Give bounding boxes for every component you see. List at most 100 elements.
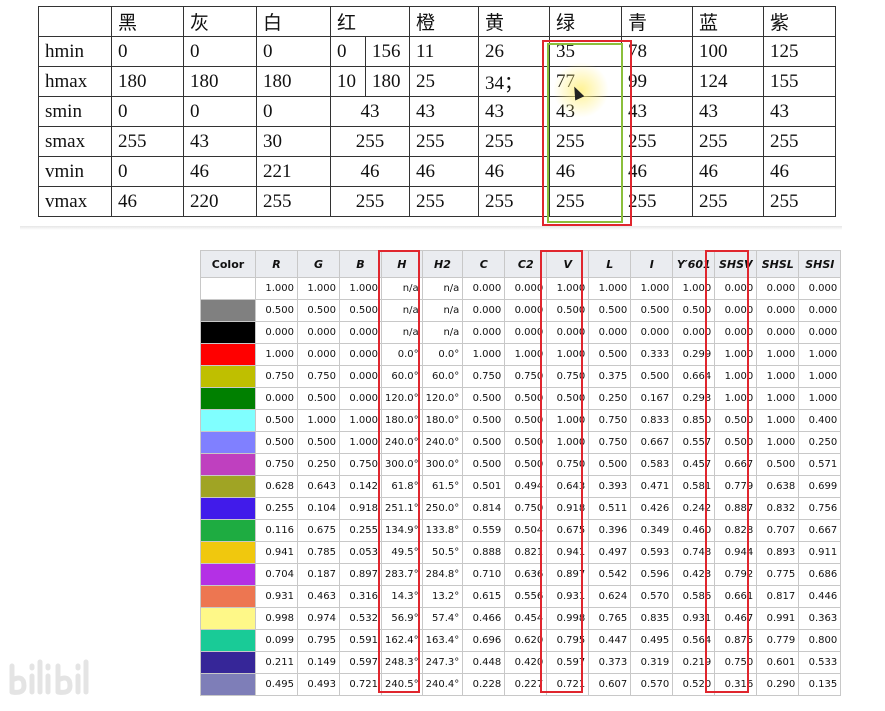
table-cell: 0.850	[672, 409, 716, 432]
table-cell: 0.835	[630, 607, 674, 630]
table-cell: 57.4°	[421, 607, 464, 630]
table-cell: 0.000	[798, 299, 842, 322]
hsv-row-vmax: vmax 46 220 255 255 255 255 255 255 255 …	[38, 186, 836, 217]
table-cell: 0.583	[630, 453, 674, 476]
header-s-hsl: SHSL	[756, 250, 800, 278]
table-cell: 0.570	[630, 673, 674, 696]
table-cell: 1.000	[297, 409, 340, 432]
table-row: 0.116 0.675 0.255 134.9° 133.8° 0.559 0.504 0.6…	[200, 519, 842, 542]
table-cell: 0	[111, 96, 184, 127]
header-white: 白	[256, 6, 331, 37]
table-cell: 0.556	[504, 585, 548, 608]
table-cell: 0.795	[546, 629, 590, 652]
table-cell: 0.500	[255, 299, 298, 322]
header-b: B	[339, 250, 382, 278]
table-cell: 255	[256, 186, 331, 217]
table-cell: 0.832	[756, 497, 800, 520]
table-cell: 0.675	[297, 519, 340, 542]
table-cell: 0.000	[714, 299, 758, 322]
table-cell: 0.457	[672, 453, 716, 476]
table-cell: 1.000	[546, 343, 590, 366]
table-cell: 11	[409, 36, 479, 67]
table-cell: 134.9°	[381, 519, 423, 542]
table-cell: 0.597	[546, 651, 590, 674]
table-cell: 0.116	[255, 519, 298, 542]
hsv-row-vmin: vmin 0 46 221 46 46 46 46 46 46 46	[38, 156, 836, 187]
table-cell: 0.454	[504, 607, 548, 630]
table-cell: 220	[183, 186, 257, 217]
table-row: 0.704 0.187 0.897 283.7° 284.8° 0.710 0.636 0.8…	[200, 563, 842, 586]
table-cell: 0.500	[297, 431, 340, 454]
table-cell: 0.532	[339, 607, 382, 630]
table-cell: 43	[183, 126, 257, 157]
table-cell: n/a	[421, 277, 464, 300]
table-cell: 0.495	[255, 673, 298, 696]
table-cell: 0.998	[546, 607, 590, 630]
table-cell: 0.500	[672, 299, 716, 322]
table-cell: 43	[692, 96, 764, 127]
table-cell: 255	[330, 126, 410, 157]
table-row: 0.500 1.000 1.000 180.0° 180.0° 0.500 0.500 1.0…	[200, 409, 842, 432]
row-label: hmax	[38, 66, 112, 97]
hsv-row-hmin: hmin 0 0 0 0 156 11 26 35 78 100 125	[38, 36, 836, 67]
table-cell: 10	[330, 66, 366, 97]
table-cell: 0.500	[504, 453, 548, 476]
table-cell: 0.500	[462, 453, 506, 476]
color-swatch	[200, 277, 256, 300]
color-swatch	[200, 321, 256, 344]
table-cell: 125	[763, 36, 836, 67]
table-cell: 0.000	[339, 387, 382, 410]
table-cell: 0.974	[297, 607, 340, 630]
table-cell: 255	[549, 186, 622, 217]
table-cell: 133.8°	[421, 519, 464, 542]
table-cell: 0.817	[756, 585, 800, 608]
table-cell: 0.299	[672, 343, 716, 366]
table-cell: 284.8°	[421, 563, 464, 586]
table-cell: 0.931	[546, 585, 590, 608]
table-cell: n/a	[421, 299, 464, 322]
table-cell: 0.800	[798, 629, 842, 652]
table-cell: 0.500	[588, 343, 632, 366]
table-cell: 0.785	[297, 541, 340, 564]
color-swatch	[200, 563, 256, 586]
table-cell: 0.000	[297, 343, 340, 366]
table-cell: 0.293	[672, 387, 716, 410]
table-cell: 124	[692, 66, 764, 97]
table-cell: 1.000	[756, 387, 800, 410]
table-cell: 0.099	[255, 629, 298, 652]
table-cell: 0.991	[756, 607, 800, 630]
table-cell: 155	[763, 66, 836, 97]
header-cyan: 青	[621, 6, 693, 37]
color-swatch	[200, 387, 256, 410]
table-cell: 0.447	[588, 629, 632, 652]
table-cell: 0	[183, 96, 257, 127]
table-cell: 1.000	[672, 277, 716, 300]
table-cell: 0.775	[756, 563, 800, 586]
table-cell: 0.504	[504, 519, 548, 542]
table-cell: 0.500	[588, 453, 632, 476]
table-cell: 0.500	[255, 409, 298, 432]
table-cell: 0.250	[588, 387, 632, 410]
row-label: smax	[38, 126, 112, 157]
table-cell: 61.8°	[381, 475, 423, 498]
table-cell: 0.667	[798, 519, 842, 542]
color-swatch	[200, 519, 256, 542]
table-cell: 0.500	[297, 387, 340, 410]
table-cell: 0.918	[339, 497, 382, 520]
color-swatch	[200, 431, 256, 454]
header-c2: C2	[504, 250, 548, 278]
table-cell: 240.4°	[421, 673, 464, 696]
table-cell: 300.0°	[421, 453, 464, 476]
table-row: 0.500 0.500 1.000 240.0° 240.0° 0.500 0.500 1.0…	[200, 431, 842, 454]
color-swatch	[200, 673, 256, 696]
table-cell: 255	[621, 186, 693, 217]
table-cell: 0.333	[630, 343, 674, 366]
table-cell: 0.750	[339, 453, 382, 476]
table-cell: 0.000	[339, 321, 382, 344]
table-cell: 0.467	[714, 607, 758, 630]
header-orange: 橙	[409, 6, 479, 37]
header-yellow: 黄	[478, 6, 550, 37]
table-row: 0.998 0.974 0.532 56.9° 57.4° 0.466 0.454 0.998…	[200, 607, 842, 630]
table-cell: 255	[409, 186, 479, 217]
table-cell: 46	[409, 156, 479, 187]
